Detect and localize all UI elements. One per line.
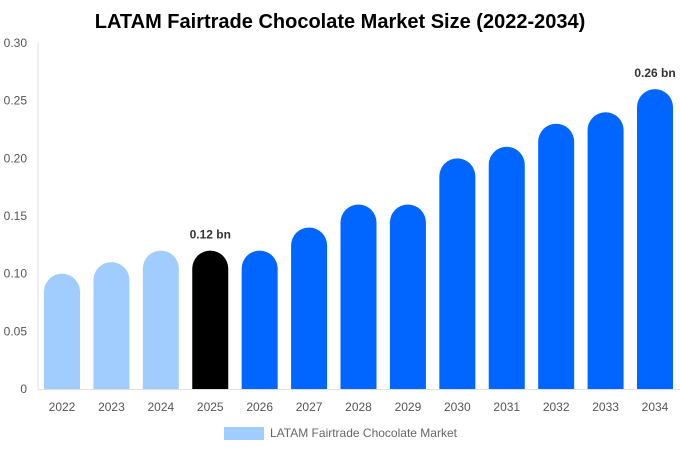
legend[interactable]: LATAM Fairtrade Chocolate Market (224, 426, 458, 440)
x-tick-label: 2025 (197, 400, 224, 414)
x-tick-label: 2024 (147, 400, 174, 414)
bar-2032[interactable] (538, 123, 575, 389)
y-tick-label: 0.10 (4, 267, 28, 281)
bar-2027[interactable] (291, 227, 328, 389)
y-tick-label: 0.05 (4, 324, 28, 338)
x-tick-label: 2027 (296, 400, 323, 414)
bar-2028[interactable] (340, 204, 377, 389)
y-tick-label: 0.20 (4, 151, 28, 165)
bar-2022[interactable] (44, 273, 80, 389)
y-tick-label: 0.15 (4, 209, 28, 223)
x-tick-label: 2032 (543, 400, 570, 414)
x-tick-label: 2029 (395, 400, 422, 414)
x-tick-label: 2034 (642, 400, 669, 414)
bar-2031[interactable] (488, 146, 525, 389)
bar-2029[interactable] (389, 204, 426, 389)
x-tick-label: 2026 (246, 400, 273, 414)
x-tick-label: 2030 (444, 400, 471, 414)
bar-2023[interactable] (93, 262, 130, 389)
bar-2034[interactable] (637, 89, 673, 389)
x-tick-label: 2031 (493, 400, 520, 414)
chart-title: LATAM Fairtrade Chocolate Market Size (2… (95, 11, 586, 33)
data-label-2034: 0.26 bn (634, 66, 675, 80)
bar-2024[interactable] (142, 250, 179, 389)
x-tick-label: 2023 (98, 400, 125, 414)
bar-2025[interactable] (192, 250, 229, 389)
x-tick-label: 2033 (592, 400, 619, 414)
bar-2030[interactable] (439, 158, 476, 389)
y-tick-label: 0.30 (4, 36, 28, 50)
x-tick-label: 2028 (345, 400, 372, 414)
x-tick-label: 2022 (49, 400, 76, 414)
data-label-2025: 0.12 bn (190, 228, 231, 242)
legend-label: LATAM Fairtrade Chocolate Market (270, 426, 458, 440)
bar-2026[interactable] (241, 250, 278, 389)
legend-swatch (224, 427, 264, 440)
y-tick-label: 0.25 (4, 94, 28, 108)
bar-2033[interactable] (587, 112, 624, 389)
y-tick-label: 0 (20, 382, 27, 396)
